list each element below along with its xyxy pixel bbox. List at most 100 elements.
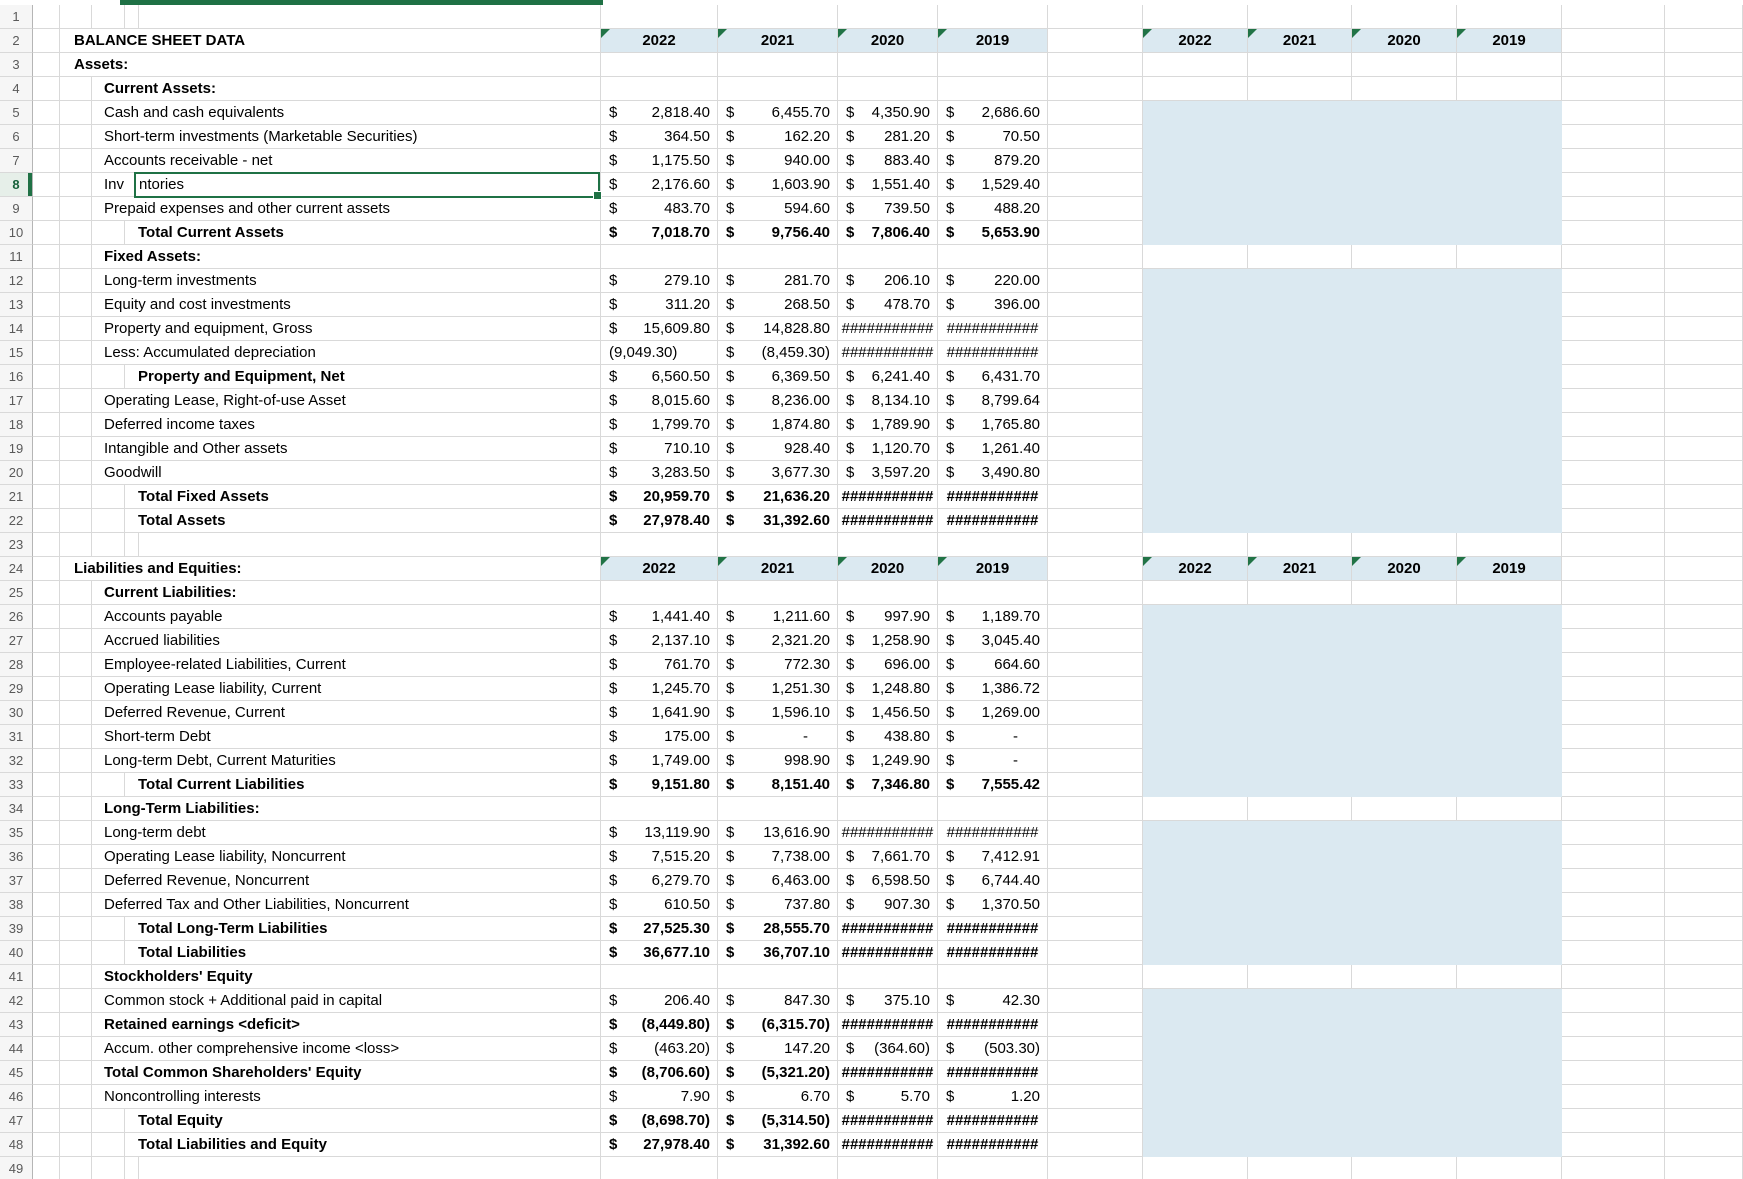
- row-label[interactable]: Cash and cash equivalents: [104, 101, 600, 124]
- cell-r28-L-2021[interactable]: $772.30: [718, 653, 838, 677]
- cell-empty[interactable]: [1665, 677, 1743, 701]
- cell-empty[interactable]: [1143, 53, 1248, 77]
- cell-empty[interactable]: [1665, 101, 1743, 125]
- cell-empty[interactable]: [601, 797, 718, 821]
- row-label[interactable]: Total Liabilities: [138, 941, 600, 964]
- cell-gap[interactable]: [1048, 749, 1143, 773]
- row-header-3[interactable]: 3: [0, 53, 33, 77]
- cell-r13-L-2019[interactable]: $396.00: [938, 293, 1048, 317]
- row-label[interactable]: Total Current Liabilities: [138, 773, 600, 796]
- cell-gap[interactable]: [1048, 173, 1143, 197]
- cell-r35-L-2020[interactable]: ###########: [838, 821, 938, 845]
- cell-empty[interactable]: [1665, 29, 1743, 53]
- cell-empty[interactable]: [1457, 1157, 1562, 1179]
- cell-gap[interactable]: [1048, 605, 1143, 629]
- row-label[interactable]: Goodwill: [104, 461, 600, 484]
- row-header-21[interactable]: 21: [0, 485, 33, 509]
- row-header-44[interactable]: 44: [0, 1037, 33, 1061]
- row-header-39[interactable]: 39: [0, 917, 33, 941]
- label-area[interactable]: Operating Lease liability, Current: [33, 677, 601, 701]
- cell-r14-L-2021[interactable]: $14,828.80: [718, 317, 838, 341]
- cell-empty[interactable]: [938, 53, 1048, 77]
- cell-gap[interactable]: [1048, 773, 1143, 797]
- cell-r36-L-2019[interactable]: $7,412.91: [938, 845, 1048, 869]
- row-label[interactable]: Noncontrolling interests: [104, 1085, 600, 1108]
- row-header-33[interactable]: 33: [0, 773, 33, 797]
- cell-r5-L-2022[interactable]: $2,818.40: [601, 101, 718, 125]
- cell-r46-L-2022[interactable]: $7.90: [601, 1085, 718, 1109]
- year-header-cell-L-2022[interactable]: 2022: [601, 29, 718, 53]
- cell-empty[interactable]: [1665, 77, 1743, 101]
- cell-r48-L-2019[interactable]: ###########: [938, 1133, 1048, 1157]
- label-area[interactable]: Total Liabilities and Equity: [33, 1133, 601, 1157]
- cell-r9-L-2019[interactable]: $488.20: [938, 197, 1048, 221]
- year-header-cell-L-2020[interactable]: 2020: [838, 29, 938, 53]
- cell-gap[interactable]: [1048, 533, 1143, 557]
- cell-empty[interactable]: [1248, 53, 1352, 77]
- shaded-range[interactable]: [1143, 677, 1562, 701]
- cell-r29-L-2020[interactable]: $1,248.80: [838, 677, 938, 701]
- cell-empty[interactable]: [1352, 533, 1457, 557]
- cell-r43-L-2022[interactable]: $ (8,449.80): [601, 1013, 718, 1037]
- cell-empty[interactable]: [601, 965, 718, 989]
- cell-r22-L-2020[interactable]: ###########: [838, 509, 938, 533]
- cell-r47-L-2020[interactable]: ###########: [838, 1109, 938, 1133]
- row-label[interactable]: Long-term debt: [104, 821, 600, 844]
- cell-r36-L-2022[interactable]: $7,515.20: [601, 845, 718, 869]
- cell-empty[interactable]: [1665, 989, 1743, 1013]
- label-area[interactable]: Short-term Debt: [33, 725, 601, 749]
- cell-empty[interactable]: [938, 533, 1048, 557]
- cell-r16-L-2019[interactable]: $6,431.70: [938, 365, 1048, 389]
- label-area[interactable]: Prepaid expenses and other current asset…: [33, 197, 601, 221]
- label-area[interactable]: Accounts receivable - net: [33, 149, 601, 173]
- cell-empty[interactable]: [1562, 869, 1665, 893]
- row-header-23[interactable]: 23: [0, 533, 33, 557]
- cell-r32-L-2022[interactable]: $1,749.00: [601, 749, 718, 773]
- cell-empty[interactable]: [1665, 1109, 1743, 1133]
- cell-empty[interactable]: [838, 5, 938, 29]
- cell-empty[interactable]: [1665, 1013, 1743, 1037]
- cell-empty[interactable]: [718, 77, 838, 101]
- row-header-2[interactable]: 2: [0, 29, 33, 53]
- cell-r7-L-2022[interactable]: $1,175.50: [601, 149, 718, 173]
- row-label[interactable]: Accounts payable: [104, 605, 600, 628]
- label-area[interactable]: Property and Equipment, Net: [33, 365, 601, 389]
- row-header-13[interactable]: 13: [0, 293, 33, 317]
- label-area[interactable]: Long-term Debt, Current Maturities: [33, 749, 601, 773]
- row-header-45[interactable]: 45: [0, 1061, 33, 1085]
- cell-gap[interactable]: [1048, 965, 1143, 989]
- cell-empty[interactable]: [1457, 53, 1562, 77]
- row-label[interactable]: Short-term Debt: [104, 725, 600, 748]
- label-area[interactable]: Operating Lease liability, Noncurrent: [33, 845, 601, 869]
- row-header-27[interactable]: 27: [0, 629, 33, 653]
- cell-empty[interactable]: [1562, 1037, 1665, 1061]
- cell-gap[interactable]: [1048, 413, 1143, 437]
- cell-empty[interactable]: [1665, 941, 1743, 965]
- fill-handle[interactable]: [593, 191, 602, 200]
- cell-r40-L-2022[interactable]: $36,677.10: [601, 941, 718, 965]
- cell-r17-L-2020[interactable]: $8,134.10: [838, 389, 938, 413]
- row-header-40[interactable]: 40: [0, 941, 33, 965]
- cell-r36-L-2020[interactable]: $7,661.70: [838, 845, 938, 869]
- year-header-cell-R-2020[interactable]: 2020: [1352, 29, 1457, 53]
- year-header-cell-R-2021[interactable]: 2021: [1248, 29, 1352, 53]
- cell-r29-L-2021[interactable]: $1,251.30: [718, 677, 838, 701]
- cell-empty[interactable]: [1562, 365, 1665, 389]
- cell-r48-L-2021[interactable]: $31,392.60: [718, 1133, 838, 1157]
- cell-empty[interactable]: [601, 245, 718, 269]
- cell-gap[interactable]: [1048, 485, 1143, 509]
- cell-r26-L-2019[interactable]: $1,189.70: [938, 605, 1048, 629]
- label-area[interactable]: Total Common Shareholders' Equity: [33, 1061, 601, 1085]
- cell-r37-L-2020[interactable]: $6,598.50: [838, 869, 938, 893]
- year-header-cell-R-2019[interactable]: 2019: [1457, 29, 1562, 53]
- label-area[interactable]: Total Fixed Assets: [33, 485, 601, 509]
- cell-gap[interactable]: [1048, 1133, 1143, 1157]
- cell-r17-L-2019[interactable]: $8,799.64: [938, 389, 1048, 413]
- cell-empty[interactable]: [1248, 965, 1352, 989]
- cell-r39-L-2020[interactable]: ###########: [838, 917, 938, 941]
- cell-empty[interactable]: [1665, 581, 1743, 605]
- cell-empty[interactable]: [1562, 1061, 1665, 1085]
- cell-r43-L-2019[interactable]: ###########: [938, 1013, 1048, 1037]
- cell-r10-L-2022[interactable]: $7,018.70: [601, 221, 718, 245]
- cell-gap[interactable]: [1048, 893, 1143, 917]
